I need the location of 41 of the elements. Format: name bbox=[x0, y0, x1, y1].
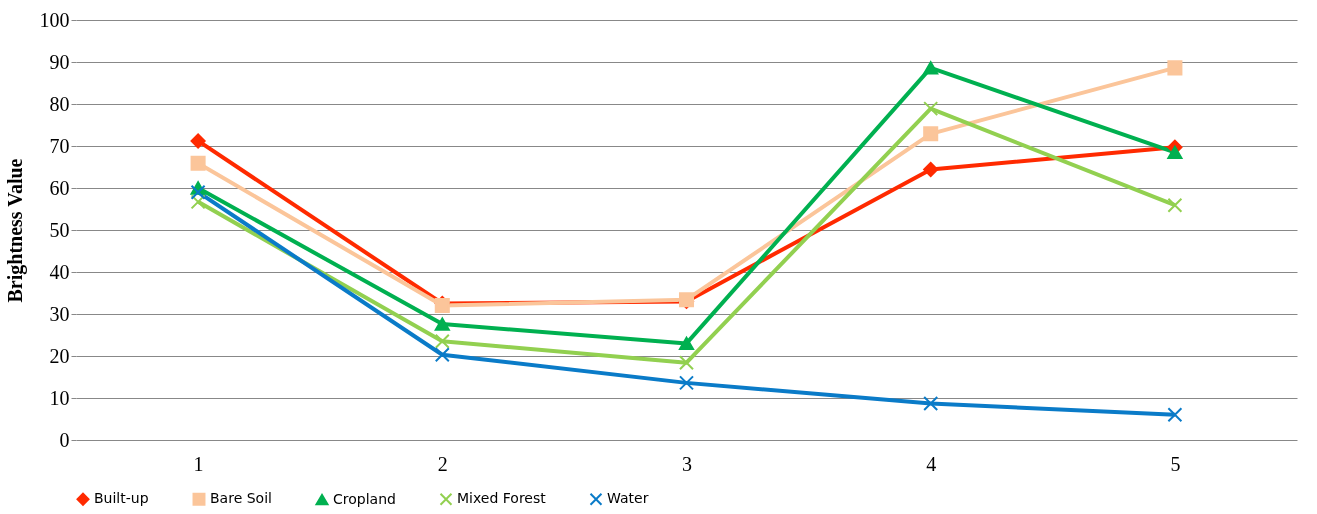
point bbox=[434, 333, 450, 349]
point bbox=[1167, 145, 1183, 159]
point bbox=[923, 126, 939, 142]
y-tick-label: 0 bbox=[59, 428, 70, 451]
x-tick-label: 4 bbox=[926, 452, 937, 475]
y-tick-label: 20 bbox=[49, 344, 70, 367]
point bbox=[190, 155, 206, 171]
y-tick-label: 10 bbox=[49, 386, 70, 409]
point bbox=[678, 375, 695, 391]
y-tick-label: 30 bbox=[49, 302, 70, 325]
legend-label: Bare Soil bbox=[210, 490, 272, 507]
point bbox=[190, 194, 206, 210]
legend-label: Mixed Forest bbox=[457, 490, 547, 507]
y-tick-label: 60 bbox=[49, 176, 70, 199]
x-tick-label: 1 bbox=[193, 452, 204, 475]
y-tick-label: 70 bbox=[49, 134, 70, 157]
point bbox=[190, 133, 206, 149]
legend-label: Water bbox=[607, 490, 649, 507]
x-tick-label: 2 bbox=[437, 452, 448, 475]
point bbox=[1167, 407, 1183, 423]
point bbox=[190, 184, 206, 200]
point bbox=[678, 355, 695, 371]
x-tick-label: 5 bbox=[1170, 452, 1181, 475]
y-tick-label: 100 bbox=[39, 8, 70, 31]
point bbox=[434, 347, 450, 363]
point bbox=[923, 101, 939, 117]
y-tick-label: 90 bbox=[49, 50, 70, 73]
y-axis-title: Brightness Value bbox=[3, 158, 27, 303]
y-tick-label: 80 bbox=[49, 92, 70, 115]
point bbox=[1167, 197, 1183, 213]
y-tick-label: 40 bbox=[49, 260, 70, 283]
point bbox=[434, 317, 450, 331]
point bbox=[923, 61, 939, 75]
point bbox=[923, 395, 939, 411]
point bbox=[923, 162, 939, 178]
legend-label: Built-up bbox=[94, 490, 149, 507]
point bbox=[678, 336, 695, 351]
y-tick-label: 50 bbox=[49, 218, 70, 241]
point bbox=[1167, 60, 1183, 76]
x-tick-label: 3 bbox=[682, 452, 692, 475]
legend-label: Cropland bbox=[333, 490, 396, 507]
